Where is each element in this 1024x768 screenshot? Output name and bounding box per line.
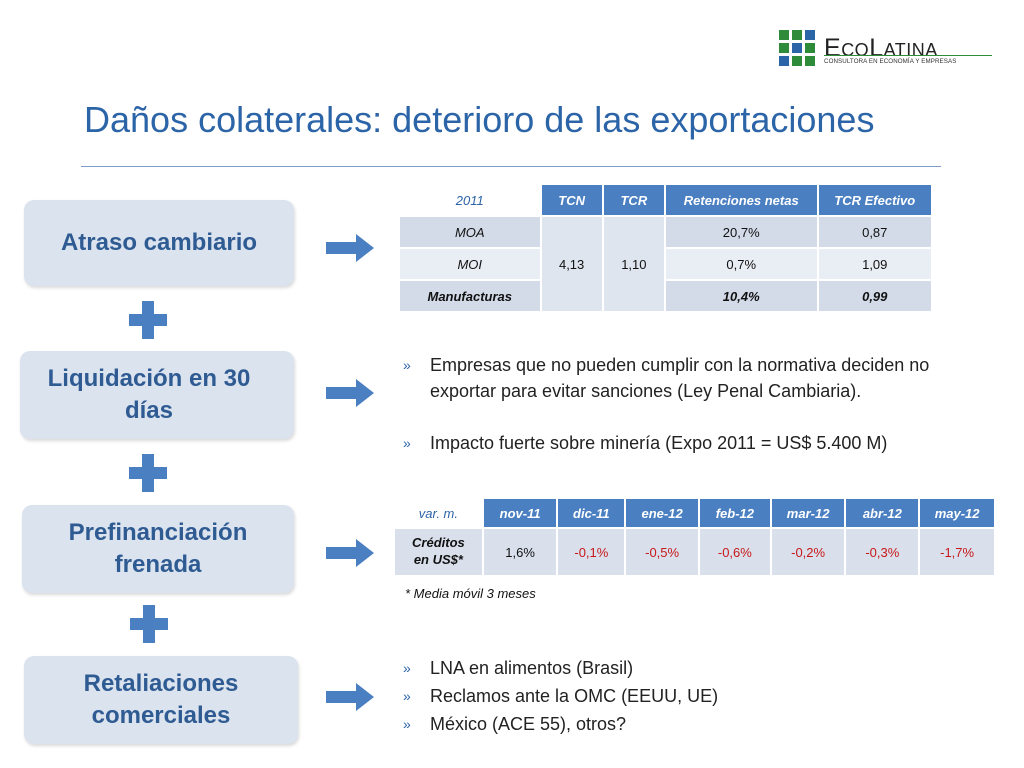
credit-value: -1,7% — [918, 527, 996, 577]
plus-icon — [129, 301, 167, 339]
list-item-text: LNA en alimentos (Brasil) — [430, 658, 634, 678]
tcr-efectivo-value: 1,09 — [816, 247, 934, 281]
tcr-value: 1,10 — [601, 215, 666, 313]
tcr-efectivo-value: 0,99 — [816, 279, 934, 313]
box-atraso-cambiario: Atraso cambiario — [24, 200, 294, 286]
bullet-marker: » — [403, 688, 411, 704]
col-header-month: abr-12 — [844, 497, 921, 529]
logo-grid-icon — [779, 30, 815, 66]
logo-tagline: CONSULTORA EN ECONOMÍA Y EMPRESAS — [824, 58, 957, 65]
table-header-row: var. m. nov-11 dic-11 ene-12 feb-12 mar-… — [393, 497, 996, 529]
title-divider — [81, 166, 941, 167]
col-header-month: nov-11 — [481, 497, 559, 529]
col-header-tcr: TCR — [601, 183, 666, 217]
box-retaliaciones-line1: Retaliaciones — [83, 669, 239, 697]
list-item: » Impacto fuerte sobre minería (Expo 201… — [398, 430, 998, 456]
row-label: Manufacturas — [398, 279, 542, 313]
col-header-month: mar-12 — [769, 497, 847, 529]
table-header-row: 2011 TCN TCR Retenciones netas TCR Efect… — [398, 183, 934, 217]
box-liquidacion: Liquidación en 30 días — [20, 351, 294, 439]
list-item: » LNA en alimentos (Brasil) — [398, 654, 958, 682]
tcn-value: 4,13 — [539, 215, 604, 313]
box-prefinanciacion-line2: frenada — [114, 551, 202, 578]
box-retaliaciones-line2: comerciales — [91, 702, 231, 729]
credit-value: -0,3% — [844, 527, 921, 577]
slide-title: Daños colaterales: deterioro de las expo… — [84, 99, 875, 140]
list-item: » Empresas que no pueden cumplir con la … — [398, 352, 998, 404]
arrow-right-icon — [326, 683, 374, 711]
credit-value: -0,1% — [556, 527, 627, 577]
plus-icon — [130, 605, 168, 643]
bullet-marker: » — [403, 357, 411, 373]
logo-divider — [824, 55, 992, 56]
row-label-line1: Créditos — [412, 535, 465, 551]
ecolatina-logo: ECOLATINA CONSULTORA EN ECONOMÍA Y EMPRE… — [779, 30, 994, 70]
col-header-month: may-12 — [918, 497, 996, 529]
table-row: MOI 0,7% 1,09 — [398, 247, 934, 281]
table-row: Manufacturas 10,4% 0,99 — [398, 279, 934, 313]
credit-value: -0,2% — [769, 527, 847, 577]
col-header-retenciones: Retenciones netas — [663, 183, 819, 217]
credit-value: 1,6% — [481, 527, 559, 577]
table-corner-label: 2011 — [398, 183, 542, 217]
table-corner-label: var. m. — [393, 497, 484, 529]
row-label: MOA — [398, 215, 542, 249]
list-item: » México (ACE 55), otros? — [398, 710, 958, 738]
box-prefinanciacion-line1: Prefinanciación — [68, 518, 248, 546]
retenciones-value: 0,7% — [663, 247, 819, 281]
row-label-line2: en US$* — [413, 552, 463, 567]
list-item-text: México (ACE 55), otros? — [430, 714, 627, 734]
box-liquidacion-line1: Liquidación en 30 — [47, 364, 251, 392]
box-liquidacion-line2: días — [124, 397, 173, 424]
tcr-efectivo-value: 0,87 — [816, 215, 934, 249]
col-header-month: feb-12 — [697, 497, 772, 529]
retenciones-value: 20,7% — [663, 215, 819, 249]
bullet-list-impacts: » Empresas que no pueden cumplir con la … — [398, 352, 998, 456]
col-header-tcn: TCN — [539, 183, 604, 217]
box-atraso-label: Atraso cambiario — [60, 228, 258, 256]
table-footnote: * Media móvil 3 meses — [405, 586, 536, 601]
list-item: » Reclamos ante la OMC (EEUU, UE) — [398, 682, 958, 710]
list-item-text: Empresas que no pueden cumplir con la no… — [430, 355, 930, 401]
credits-table: var. m. nov-11 dic-11 ene-12 feb-12 mar-… — [393, 497, 996, 577]
bullet-list-retaliations: » LNA en alimentos (Brasil) » Reclamos a… — [398, 654, 958, 738]
row-label: Créditos en US$* — [393, 527, 484, 577]
bullet-marker: » — [403, 435, 411, 451]
list-item-text: Reclamos ante la OMC (EEUU, UE) — [430, 686, 719, 706]
box-retaliaciones: Retaliaciones comerciales — [24, 656, 298, 744]
list-item-text: Impacto fuerte sobre minería (Expo 2011 … — [430, 433, 888, 453]
bullet-marker: » — [403, 660, 411, 676]
box-prefinanciacion: Prefinanciación frenada — [22, 505, 294, 593]
arrow-right-icon — [326, 379, 374, 407]
bullet-marker: » — [403, 716, 411, 732]
arrow-right-icon — [326, 539, 374, 567]
arrow-right-icon — [326, 234, 374, 262]
table-row: Créditos en US$* 1,6% -0,1% -0,5% -0,6% … — [393, 527, 996, 577]
col-header-month: ene-12 — [624, 497, 700, 529]
row-label: MOI — [398, 247, 542, 281]
credit-value: -0,5% — [624, 527, 700, 577]
exchange-rate-table: 2011 TCN TCR Retenciones netas TCR Efect… — [398, 183, 934, 313]
col-header-month: dic-11 — [556, 497, 627, 529]
credit-value: -0,6% — [697, 527, 772, 577]
table-row: MOA 4,13 1,10 20,7% 0,87 — [398, 215, 934, 313]
col-header-tcr-efectivo: TCR Efectivo — [816, 183, 934, 217]
retenciones-value: 10,4% — [663, 279, 819, 313]
plus-icon — [129, 454, 167, 492]
